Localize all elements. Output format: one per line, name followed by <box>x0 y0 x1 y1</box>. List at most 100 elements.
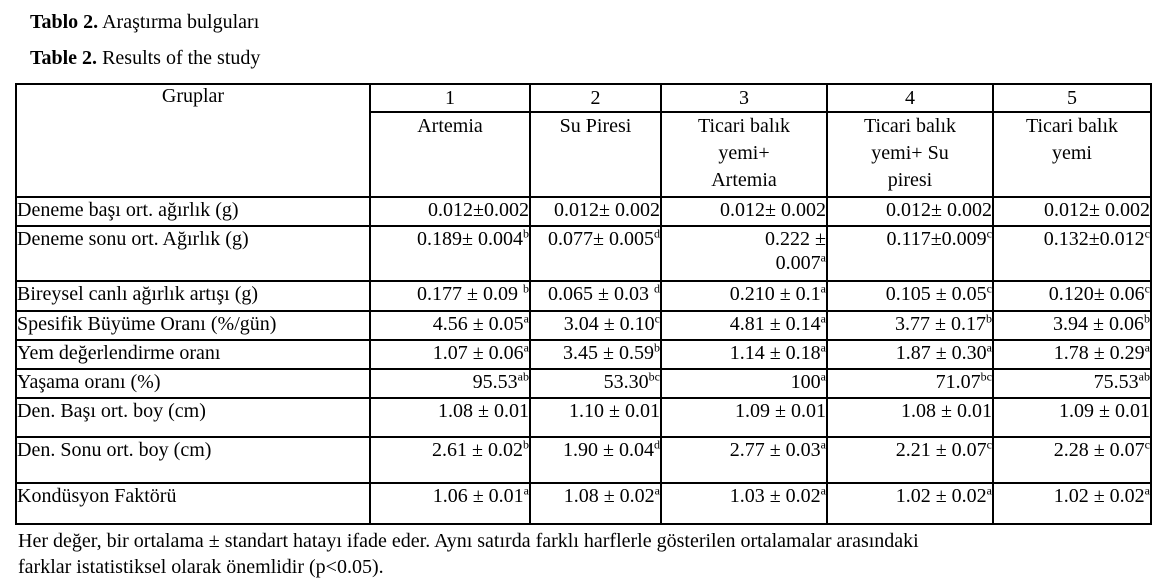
significance-superscript: b <box>523 437 529 452</box>
caption-label-en: Table 2. <box>30 47 98 69</box>
value-cell: 71.07bc <box>826 368 994 399</box>
value-cell: 0.012± 0.002 <box>992 196 1152 227</box>
significance-superscript: b <box>523 226 529 241</box>
value-cell: 0.177 ± 0.09 b <box>369 280 531 312</box>
value-cell: 3.77 ± 0.17b <box>826 310 994 341</box>
row-label: Yem değerlendirme oranı <box>15 339 371 370</box>
significance-superscript: a <box>820 340 826 355</box>
row-label: Den. Sonu ort. boy (cm) <box>15 436 371 484</box>
value-cell: 2.61 ± 0.02b <box>369 436 531 484</box>
significance-superscript: a <box>820 281 826 296</box>
significance-superscript: bc <box>648 369 660 384</box>
significance-superscript: b <box>1144 311 1150 326</box>
significance-superscript: c <box>1144 437 1150 452</box>
table-footnote: Her değer, bir ortalama ± standart hatay… <box>18 528 1156 580</box>
value-cell: 0.012± 0.002 <box>660 196 828 227</box>
table-row: Den. Sonu ort. boy (cm) 2.61 ± 0.02b 1.90 … <box>15 436 1152 484</box>
value-cell: 2.28 ± 0.07c <box>992 436 1152 484</box>
caption-label-tr: Tablo 2. <box>30 11 99 33</box>
value-cell: 2.21 ± 0.07c <box>826 436 994 484</box>
significance-superscript: b <box>986 311 992 326</box>
table-caption-turkish: Tablo 2. Araştırma bulguları <box>30 0 1156 34</box>
value-cell: 1.10 ± 0.01 <box>529 397 662 438</box>
table-row: Spesifik Büyüme Oranı (%/gün) 4.56 ± 0.05… <box>15 310 1152 341</box>
significance-superscript: c <box>1144 281 1150 296</box>
significance-superscript: c <box>654 311 660 326</box>
significance-superscript: a <box>654 483 660 498</box>
row-label: Yaşama oranı (%) <box>15 368 371 399</box>
significance-superscript: a <box>523 311 529 326</box>
table-caption-english: Table 2. Results of the study <box>30 46 1156 70</box>
value-cell: 1.87 ± 0.30a <box>826 339 994 370</box>
value-cell: 1.09 ± 0.01 <box>992 397 1152 438</box>
value-cell: 0.012±0.002 <box>369 196 531 227</box>
table-row: Yaşama oranı (%) 95.53ab 53.30bc 100a 71.07b… <box>15 368 1152 399</box>
row-label: Deneme başı ort. ağırlık (g) <box>15 196 371 227</box>
significance-superscript: b <box>523 281 529 296</box>
value-cell: 1.06 ± 0.01a <box>369 482 531 525</box>
value-cell: 4.81 ± 0.14a <box>660 310 828 341</box>
value-cell: 95.53ab <box>369 368 531 399</box>
significance-superscript: a <box>1144 340 1150 355</box>
value-cell: 0.210 ± 0.1a <box>660 280 828 312</box>
value-cell: 75.53ab <box>992 368 1152 399</box>
significance-superscript: d <box>654 226 660 241</box>
significance-superscript: ab <box>517 369 529 384</box>
value-cell: 1.78 ± 0.29a <box>992 339 1152 370</box>
value-cell: 53.30bc <box>529 368 662 399</box>
significance-superscript: bc <box>980 369 992 384</box>
footnote-line-1: Her değer, bir ortalama ± standart hatay… <box>18 530 919 552</box>
row-label: Spesifik Büyüme Oranı (%/gün) <box>15 310 371 341</box>
value-cell: 1.09 ± 0.01 <box>660 397 828 438</box>
column-header-diet-3: Ticari balık yemi+ Artemia <box>660 111 828 198</box>
significance-superscript: a <box>523 483 529 498</box>
significance-superscript: a <box>820 483 826 498</box>
table-row: Deneme sonu ort. Ağırlık (g) 0.189± 0.004… <box>15 225 1152 282</box>
table-row: Kondüsyon Faktörü 1.06 ± 0.01a 1.08 ± 0.02… <box>15 482 1152 525</box>
value-cell: 1.07 ± 0.06a <box>369 339 531 370</box>
value-cell: 0.105 ± 0.05c <box>826 280 994 312</box>
row-label: Den. Başı ort. boy (cm) <box>15 397 371 438</box>
column-header-diet-1: Artemia <box>369 111 531 198</box>
value-cell: 1.90 ± 0.04d <box>529 436 662 484</box>
value-cell: 1.03 ± 0.02a <box>660 482 828 525</box>
column-header-group-5: 5 <box>992 83 1152 113</box>
header-row-group-names: Artemia Su Piresi Ticari balık yemi+ Art… <box>16 111 1152 198</box>
significance-superscript: c <box>1144 226 1150 241</box>
table-header: Gruplar 1 2 3 4 5 Artemia Su Piresi Tica… <box>15 83 1152 198</box>
value-cell: 1.08 ± 0.01 <box>369 397 531 438</box>
row-label: Kondüsyon Faktörü <box>15 482 371 525</box>
significance-superscript: a <box>986 483 992 498</box>
row-label: Deneme sonu ort. Ağırlık (g) <box>15 225 371 282</box>
column-header-diet-2: Su Piresi <box>529 111 662 198</box>
value-cell: 1.08 ± 0.01 <box>826 397 994 438</box>
significance-superscript: ab <box>1138 369 1150 384</box>
column-header-groups: Gruplar <box>15 83 371 198</box>
significance-superscript: d <box>654 437 660 452</box>
column-header-diet-5: Ticari balık yemi <box>992 111 1152 198</box>
value-cell: 0.077± 0.005d <box>529 225 662 282</box>
value-cell: 0.222 ± 0.007a <box>660 225 828 282</box>
value-cell: 0.117±0.009c <box>826 225 994 282</box>
significance-superscript: c <box>986 226 992 241</box>
significance-superscript: a <box>1144 483 1150 498</box>
value-cell: 0.012± 0.002 <box>529 196 662 227</box>
value-cell: 0.065 ± 0.03 d <box>529 280 662 312</box>
table-row: Bireysel canlı ağırlık artışı (g) 0.177 ±… <box>15 280 1152 312</box>
column-header-group-4: 4 <box>826 83 994 113</box>
significance-superscript: d <box>654 281 660 296</box>
significance-superscript: a <box>820 311 826 326</box>
results-table: Gruplar 1 2 3 4 5 Artemia Su Piresi Tica… <box>15 83 1152 525</box>
significance-superscript: c <box>986 437 992 452</box>
value-cell: 3.04 ± 0.10c <box>529 310 662 341</box>
significance-superscript: b <box>654 340 660 355</box>
significance-superscript: a <box>820 437 826 452</box>
value-cell: 4.56 ± 0.05a <box>369 310 531 341</box>
significance-superscript: c <box>986 281 992 296</box>
footnote-line-2: farklar istatistiksel olarak önemlidir (… <box>18 556 384 578</box>
table-row: Den. Başı ort. boy (cm) 1.08 ± 0.01 1.10 ±… <box>15 397 1152 438</box>
column-header-group-2: 2 <box>529 83 662 113</box>
row-label: Bireysel canlı ağırlık artışı (g) <box>15 280 371 312</box>
column-header-group-1: 1 <box>369 83 531 113</box>
